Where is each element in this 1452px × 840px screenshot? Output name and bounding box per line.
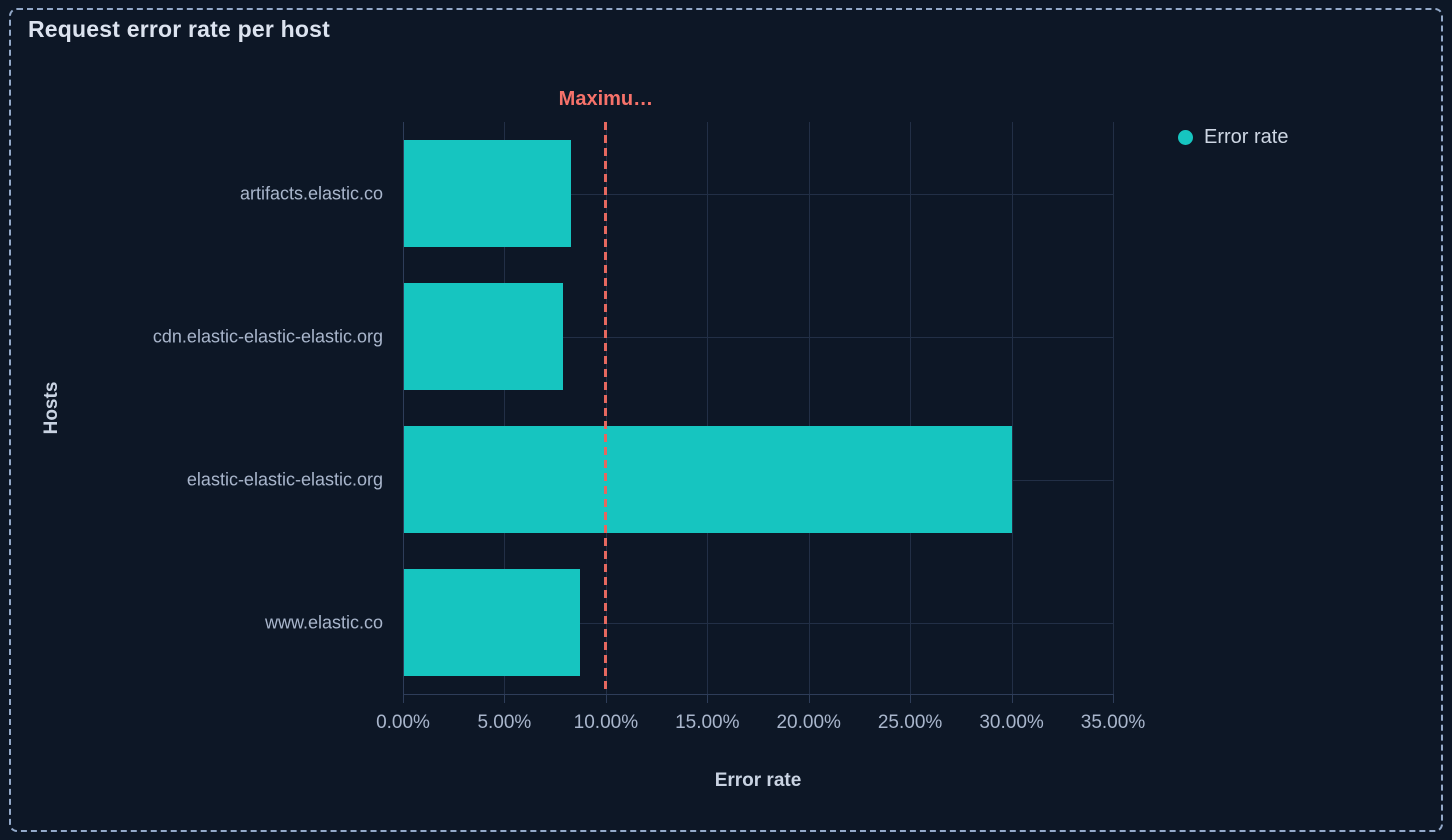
- axis-tick: [1011, 694, 1013, 703]
- gridline: [403, 193, 1113, 195]
- axis-tick: [1113, 694, 1114, 703]
- x-tick-label: 5.00%: [477, 712, 532, 733]
- axis-tick: [403, 694, 404, 703]
- axis-tick: [504, 694, 506, 703]
- x-axis-title: Error rate: [714, 770, 802, 791]
- bar[interactable]: [403, 140, 572, 247]
- legend-item-label: Error rate: [1204, 126, 1289, 148]
- bar[interactable]: [403, 283, 564, 390]
- threshold-line: [604, 122, 608, 694]
- x-tick-label: 20.00%: [776, 712, 841, 733]
- gridline: [403, 336, 1113, 338]
- y-category-label: elastic-elastic-elastic.org: [186, 469, 383, 489]
- y-category-label: cdn.elastic-elastic-elastic.org: [152, 326, 383, 346]
- x-tick-label: 30.00%: [979, 712, 1044, 733]
- x-tick-label: 15.00%: [675, 712, 740, 733]
- x-tick-label: 0.00%: [376, 712, 430, 733]
- axis-tick: [707, 694, 709, 703]
- gridline: [910, 122, 912, 694]
- legend-item-error-rate[interactable]: Error rate: [1178, 126, 1288, 149]
- x-tick-label: 10.00%: [573, 712, 639, 733]
- axis-tick: [605, 694, 607, 703]
- y-category-label: www.elastic.co: [264, 612, 383, 632]
- bar[interactable]: [403, 569, 580, 676]
- legend: Error rate: [1178, 126, 1288, 149]
- axis-tick: [808, 694, 810, 703]
- y-axis-title: Hosts: [41, 381, 62, 435]
- x-tick-label: 25.00%: [877, 712, 943, 733]
- y-category-label: artifacts.elastic.co: [239, 183, 383, 203]
- gridline: [403, 622, 1113, 624]
- legend-series-dot-icon: [1178, 130, 1193, 145]
- bar[interactable]: [403, 426, 1012, 533]
- gridline: [1113, 122, 1114, 694]
- gridline: [707, 122, 709, 694]
- x-tick-label: 35.00%: [1080, 712, 1146, 733]
- gridline: [504, 122, 506, 694]
- panel-title: Request error rate per host: [28, 16, 330, 42]
- threshold-label: Maximu…: [558, 88, 654, 110]
- gridline: [808, 122, 810, 694]
- axis-tick: [910, 694, 912, 703]
- y-axis-line: [403, 122, 404, 703]
- x-axis-line: [403, 694, 1114, 695]
- gridline: [1011, 122, 1013, 694]
